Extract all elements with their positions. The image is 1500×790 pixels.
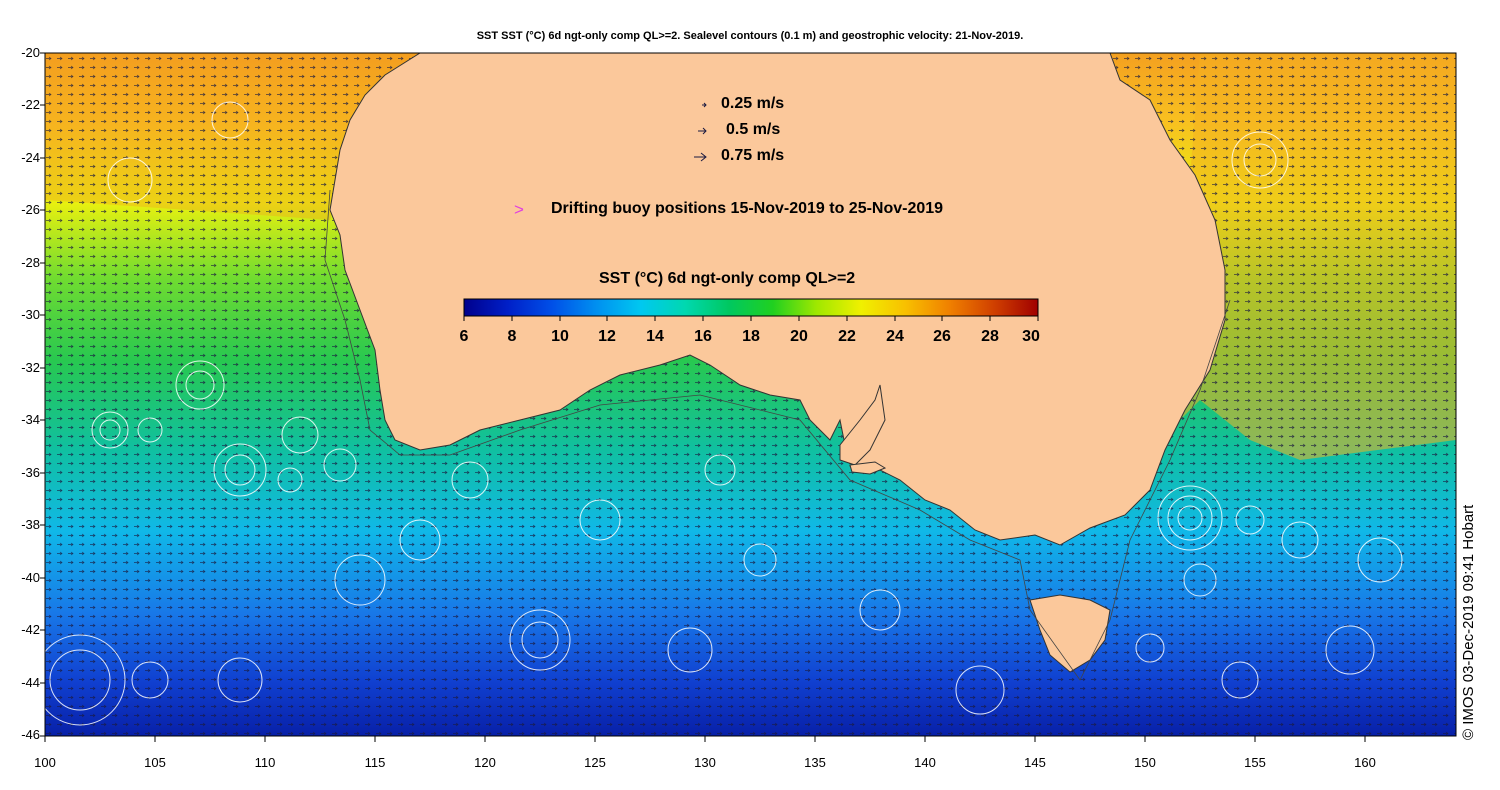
colorbar-tick-label: 24	[886, 328, 904, 345]
lon-tick: 145	[1024, 755, 1046, 770]
gulf-peninsula	[839, 384, 886, 466]
lon-tick: 125	[584, 755, 606, 770]
tasmania	[1029, 594, 1111, 673]
lat-tick: -42	[21, 622, 40, 637]
lat-tick: -46	[21, 727, 40, 742]
lat-tick: -28	[21, 255, 40, 270]
arrow-0-75	[694, 152, 707, 162]
lon-tick: 100	[34, 755, 56, 770]
lon-tick: 155	[1244, 755, 1266, 770]
colorbar-tick-label: 28	[981, 328, 999, 345]
velocity-legend-label: 0.25 m/s	[721, 95, 785, 112]
lon-tick: 115	[364, 755, 386, 770]
lon-tick: 150	[1134, 755, 1156, 770]
colorbar-tick-label: 30	[1022, 328, 1040, 345]
colorbar-title: SST (°C) 6d ngt-only comp QL>=2	[599, 270, 856, 287]
lat-tick: -40	[21, 570, 40, 585]
colorbar-tick-label: 12	[598, 328, 616, 345]
lat-tick: -34	[21, 412, 40, 427]
axis-tick-marks	[40, 52, 1366, 742]
lat-tick: -24	[21, 150, 40, 165]
lat-tick: -38	[21, 517, 40, 532]
arrow-0-5	[698, 127, 707, 135]
colorbar-tick-label: 26	[933, 328, 951, 345]
colorbar-tick-label: 14	[646, 328, 664, 345]
lon-tick: 140	[914, 755, 936, 770]
colorbar-tick-label: 10	[551, 328, 569, 345]
lat-tick: -20	[21, 45, 40, 60]
lat-tick: -44	[21, 675, 40, 690]
sealevel-contours	[45, 101, 1403, 726]
credit-label: © IMOS 03-Dec-2019 09:41 Hobart	[1460, 504, 1477, 740]
buoy-legend-label: Drifting buoy positions 15-Nov-2019 to 2…	[551, 200, 944, 217]
colorbar-tick-label: 18	[742, 328, 760, 345]
buoy-symbol: >	[514, 200, 524, 219]
lat-tick: -22	[21, 97, 40, 112]
lat-tick: -32	[21, 360, 40, 375]
colorbar-tick-label: 20	[790, 328, 808, 345]
velocity-legend-arrows	[694, 102, 707, 162]
lat-tick: -36	[21, 465, 40, 480]
colorbar-tick-label: 16	[694, 328, 712, 345]
colorbar	[463, 298, 1039, 317]
lat-tick: -26	[21, 202, 40, 217]
figure-title: SST SST (°C) 6d ngt-only comp QL>=2. Sea…	[476, 30, 1024, 42]
velocity-legend-label: 0.5 m/s	[726, 121, 781, 138]
lon-tick: 160	[1354, 755, 1376, 770]
lat-tick: -30	[21, 307, 40, 322]
lon-tick: 105	[144, 755, 166, 770]
lon-tick: 110	[254, 755, 276, 770]
arrow-0-25	[702, 102, 707, 108]
lon-tick: 135	[804, 755, 826, 770]
velocity-legend-label: 0.75 m/s	[721, 147, 785, 164]
plot-frame	[44, 52, 1457, 737]
colorbar-tick-label: 8	[507, 328, 517, 345]
colorbar-tick-label: 6	[459, 328, 469, 345]
colorbar-tick-label: 22	[838, 328, 856, 345]
lon-tick: 120	[474, 755, 496, 770]
shelf-break-contour	[324, 189, 1231, 681]
colorbar-tick-marks	[463, 316, 1039, 321]
lon-tick: 130	[694, 755, 716, 770]
kangaroo-island	[849, 461, 887, 475]
